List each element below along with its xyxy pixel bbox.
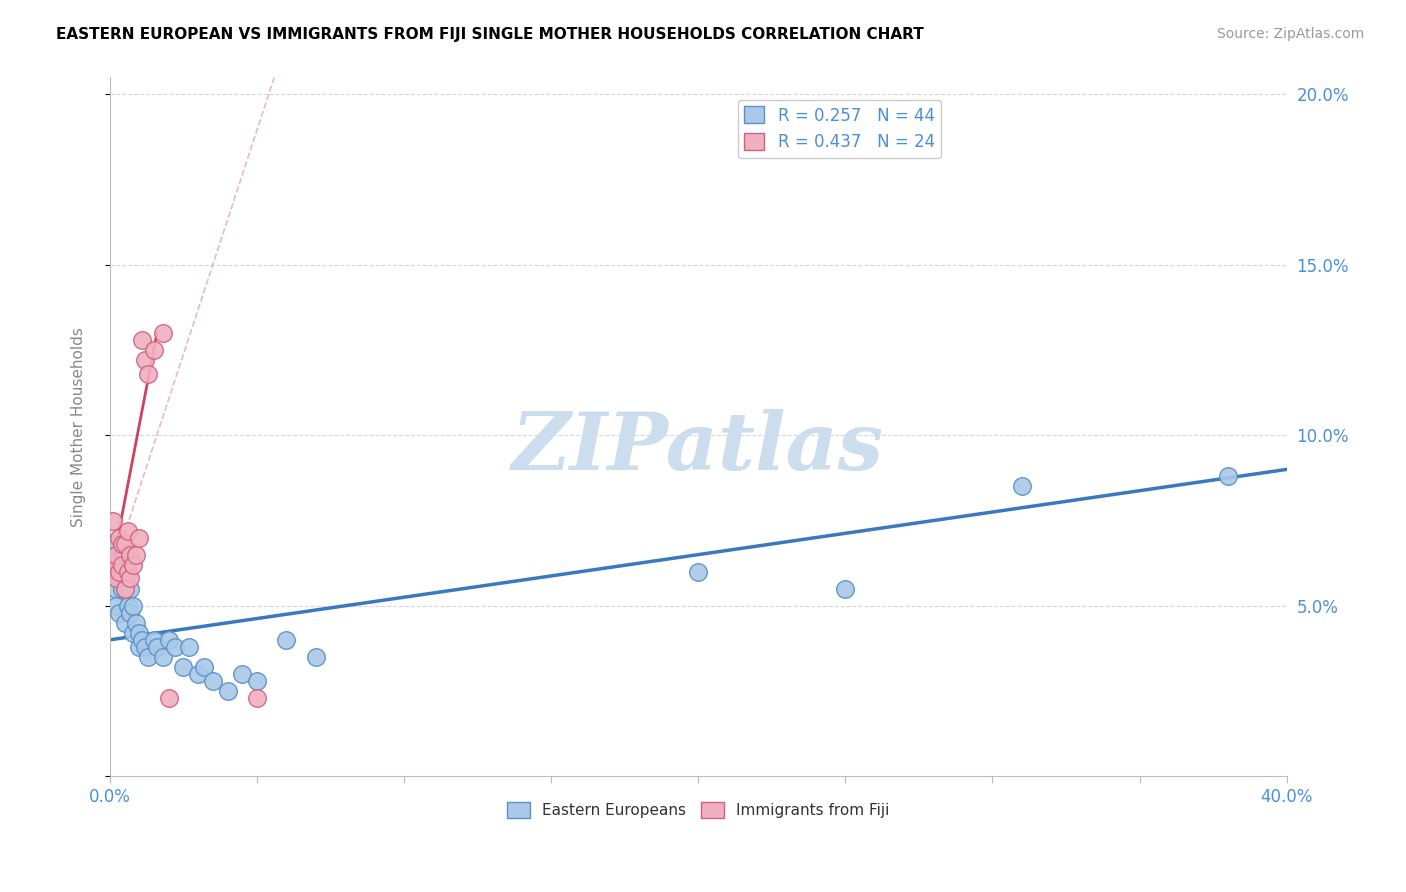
Point xyxy=(110,558,132,572)
Text: Source: ZipAtlas.com: Source: ZipAtlas.com xyxy=(1216,27,1364,41)
Point xyxy=(101,558,124,572)
Point xyxy=(143,632,166,647)
Point xyxy=(117,599,139,613)
Point xyxy=(125,615,148,630)
Point xyxy=(157,632,180,647)
Point xyxy=(120,606,142,620)
Point xyxy=(114,548,136,562)
Point xyxy=(110,582,132,596)
Point xyxy=(128,640,150,654)
Point xyxy=(117,565,139,579)
Point xyxy=(179,640,201,654)
Point xyxy=(110,565,132,579)
Point xyxy=(193,660,215,674)
Point xyxy=(114,537,136,551)
Point xyxy=(110,537,132,551)
Text: EASTERN EUROPEAN VS IMMIGRANTS FROM FIJI SINGLE MOTHER HOUSEHOLDS CORRELATION CH: EASTERN EUROPEAN VS IMMIGRANTS FROM FIJI… xyxy=(56,27,924,42)
Point xyxy=(163,640,186,654)
Point xyxy=(114,582,136,596)
Point xyxy=(107,606,129,620)
Point xyxy=(305,649,328,664)
Point xyxy=(172,660,194,674)
Point xyxy=(134,640,156,654)
Point xyxy=(125,548,148,562)
Point xyxy=(107,565,129,579)
Point xyxy=(157,690,180,705)
Point xyxy=(107,558,129,572)
Legend: Eastern Europeans, Immigrants from Fiji: Eastern Europeans, Immigrants from Fiji xyxy=(501,797,896,824)
Point xyxy=(104,582,127,596)
Point xyxy=(152,326,174,340)
Point xyxy=(128,531,150,545)
Point xyxy=(246,690,269,705)
Point xyxy=(120,572,142,586)
Point xyxy=(128,626,150,640)
Point xyxy=(114,615,136,630)
Point xyxy=(834,582,856,596)
Point xyxy=(688,565,710,579)
Point xyxy=(131,632,153,647)
Point xyxy=(114,582,136,596)
Point xyxy=(136,367,159,381)
Point xyxy=(134,353,156,368)
Point xyxy=(104,548,127,562)
Point xyxy=(107,531,129,545)
Point xyxy=(131,333,153,347)
Point xyxy=(152,649,174,664)
Point xyxy=(120,582,142,596)
Point xyxy=(201,673,224,688)
Point xyxy=(101,537,124,551)
Point xyxy=(276,632,298,647)
Point xyxy=(101,514,124,528)
Point xyxy=(143,343,166,358)
Text: ZIPatlas: ZIPatlas xyxy=(512,409,884,486)
Point xyxy=(104,548,127,562)
Point xyxy=(122,626,145,640)
Point xyxy=(104,599,127,613)
Point xyxy=(101,565,124,579)
Point xyxy=(146,640,169,654)
Point xyxy=(187,667,209,681)
Point xyxy=(120,548,142,562)
Point xyxy=(1011,479,1033,493)
Point xyxy=(1216,469,1239,483)
Point xyxy=(246,673,269,688)
Point xyxy=(107,572,129,586)
Point xyxy=(136,649,159,664)
Point xyxy=(122,599,145,613)
Point xyxy=(231,667,253,681)
Point xyxy=(117,524,139,538)
Point xyxy=(117,565,139,579)
Y-axis label: Single Mother Households: Single Mother Households xyxy=(72,326,86,527)
Point xyxy=(104,572,127,586)
Point xyxy=(217,684,239,698)
Point xyxy=(122,558,145,572)
